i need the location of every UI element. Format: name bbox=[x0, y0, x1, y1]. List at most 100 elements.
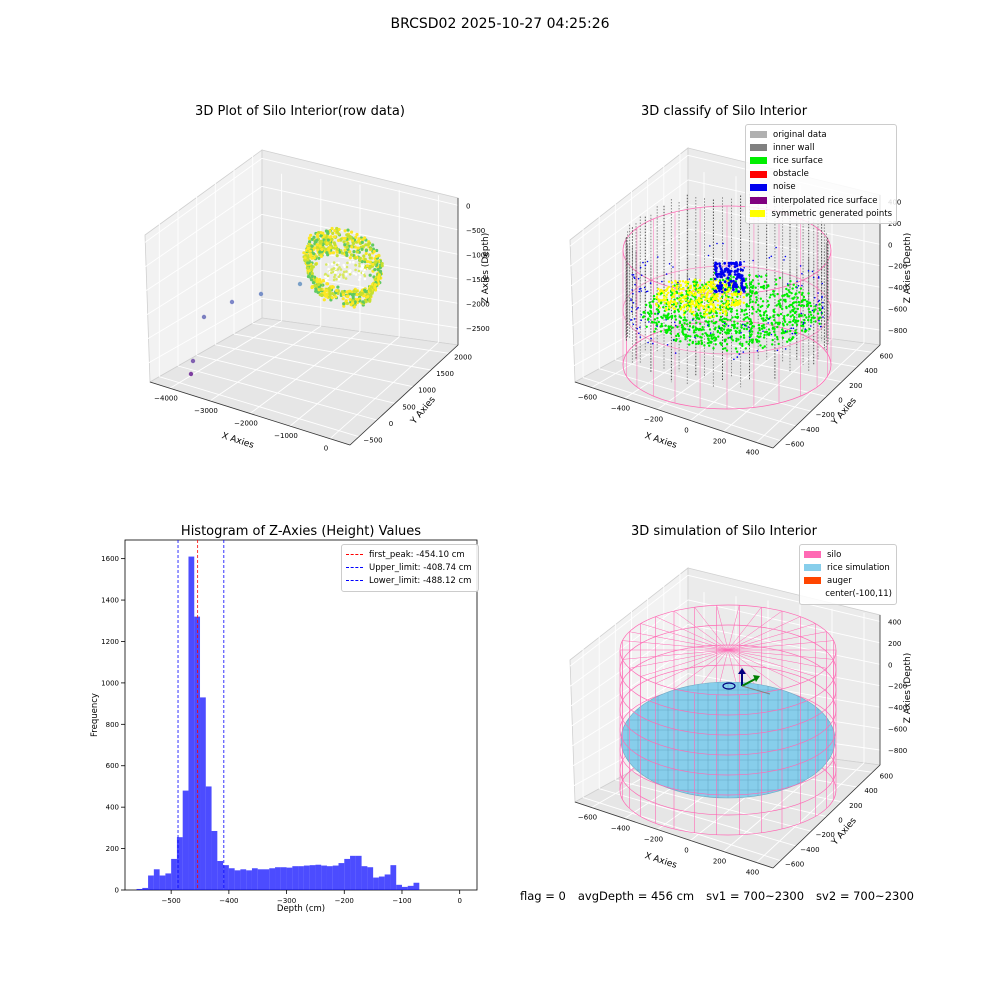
p2-ztick-label: −400 bbox=[888, 284, 907, 292]
p1-ring-point bbox=[353, 300, 357, 304]
p1-outlier-point bbox=[190, 358, 196, 364]
p2-noise-scatter-point bbox=[632, 274, 635, 276]
p1-ring-point bbox=[341, 297, 345, 301]
p2-surface-point bbox=[692, 331, 696, 334]
p1-outlier-point bbox=[188, 371, 194, 377]
p2-surface-point bbox=[683, 322, 686, 325]
p1-ring-point bbox=[319, 240, 323, 244]
p4-silo-back-ring bbox=[619, 624, 837, 671]
p2-surface-point bbox=[762, 323, 765, 327]
p1-ring-point bbox=[317, 282, 321, 286]
p1-ring-point bbox=[315, 243, 319, 247]
p2-noise-scatter-point bbox=[707, 254, 710, 257]
p2-surface-point bbox=[755, 298, 758, 302]
p1-ring-point bbox=[345, 245, 349, 249]
p2-noise-scatter-point bbox=[784, 255, 787, 258]
p1-ring-inner-point bbox=[358, 262, 361, 265]
p4-silo-front-ring bbox=[619, 769, 837, 816]
p1-ring-point bbox=[306, 266, 310, 270]
p2-surface-point bbox=[664, 331, 668, 334]
p2-noise-scatter-point bbox=[775, 246, 777, 249]
p2-symmetric-point bbox=[664, 306, 668, 310]
p1-ring-point bbox=[310, 237, 314, 241]
p2-surface-point bbox=[776, 338, 779, 341]
p4-auger-y-arrow bbox=[741, 685, 771, 695]
p1-ring-inner-point bbox=[345, 273, 348, 276]
p1-ring-point bbox=[348, 289, 352, 293]
p4-legend-label: rice simulation bbox=[827, 562, 890, 573]
p1-x-axis bbox=[149, 381, 351, 446]
p2-noise-scatter-point bbox=[668, 263, 671, 265]
p3-y-tick-label: 600 bbox=[106, 762, 119, 770]
p2-noise-scatter-point bbox=[821, 306, 824, 308]
p2-symmetric-point bbox=[687, 281, 690, 284]
p2-symmetric-point bbox=[712, 298, 715, 301]
p4-auger-center-marker bbox=[722, 682, 736, 690]
p3-bars bbox=[136, 556, 420, 890]
p1-zgrid bbox=[261, 213, 459, 255]
p2-legend: original data inner wall rice surface obsta… bbox=[745, 124, 897, 225]
p2-surface-point bbox=[664, 314, 667, 317]
p2-surface-point bbox=[648, 314, 652, 318]
histogram-bar bbox=[136, 888, 143, 890]
p2-surface-point bbox=[775, 283, 778, 286]
p1-ring-point bbox=[313, 246, 317, 250]
p1-ring-point bbox=[376, 267, 380, 272]
p2-surface-point bbox=[763, 280, 767, 283]
p2-symmetric-point bbox=[682, 296, 685, 299]
p1-ring-point bbox=[309, 253, 313, 257]
p1-xgrid bbox=[169, 320, 282, 389]
p1-ring-point bbox=[361, 300, 365, 304]
p2-surface-point bbox=[769, 316, 772, 319]
p2-surface-point bbox=[805, 316, 808, 319]
p2-noise-scatter-point bbox=[639, 266, 642, 269]
p2-noise-scatter-point bbox=[790, 327, 793, 330]
p2-symmetric-point bbox=[723, 306, 726, 309]
p2-noise-scatter-point bbox=[631, 306, 633, 309]
p3-legend-item: first_peak: -454.10 cm bbox=[346, 548, 474, 561]
histogram-bar bbox=[390, 865, 397, 890]
p2-noise-scatter-point bbox=[797, 285, 800, 287]
p1-ring-point bbox=[350, 230, 354, 234]
p2-surface-point bbox=[769, 293, 772, 297]
p2-symmetric-point bbox=[679, 287, 683, 291]
p2-surface-point bbox=[759, 344, 762, 347]
p2-surface-point bbox=[794, 301, 798, 304]
p2-surface-point bbox=[782, 324, 785, 327]
p2-surface-point bbox=[798, 313, 801, 316]
p2-surface-point bbox=[737, 338, 740, 341]
p1-ring-point bbox=[363, 288, 367, 292]
p1-ring-point bbox=[306, 261, 310, 265]
p2-surface-point bbox=[720, 328, 723, 331]
p1-ring-point bbox=[348, 256, 352, 260]
p1-ring-inner-point bbox=[339, 268, 343, 271]
p2-noise-scatter-point bbox=[638, 332, 640, 335]
p1-ring-point bbox=[335, 230, 339, 234]
p2-surface-point bbox=[781, 294, 784, 298]
p2-surface-point bbox=[798, 291, 801, 294]
p2-surface-point bbox=[736, 322, 739, 325]
p2-noise-point bbox=[723, 280, 727, 283]
p1-ring-point bbox=[310, 267, 314, 272]
p1-ring-point bbox=[314, 287, 318, 291]
p1-ring-inner-point bbox=[330, 271, 333, 275]
p2-surface-point bbox=[697, 342, 700, 345]
p2-surface-point bbox=[772, 308, 775, 312]
p2-surface-point bbox=[645, 303, 648, 307]
p1-ring-point bbox=[368, 260, 372, 264]
p2-noise-scatter-point bbox=[786, 283, 789, 285]
p2-surface-point bbox=[664, 324, 667, 327]
p1-ring-point bbox=[365, 259, 370, 264]
p2-surface-point bbox=[754, 301, 757, 304]
p4-auger-x-arrowhead bbox=[753, 675, 760, 682]
p2-symmetric-point bbox=[727, 301, 730, 305]
p2-noise-scatter-point bbox=[817, 292, 819, 294]
p2-surface-point bbox=[674, 339, 678, 342]
p2-surface-point bbox=[733, 320, 736, 323]
p2-symmetric-point bbox=[655, 304, 659, 307]
p2-legend-item: noise bbox=[750, 181, 892, 194]
p1-ring-point bbox=[331, 231, 335, 235]
p2-noise-scatter-point bbox=[638, 288, 641, 290]
p2-surface-point bbox=[667, 316, 671, 319]
p4-x-ticks: −600 −400 −200 0 200 400 bbox=[578, 814, 759, 877]
